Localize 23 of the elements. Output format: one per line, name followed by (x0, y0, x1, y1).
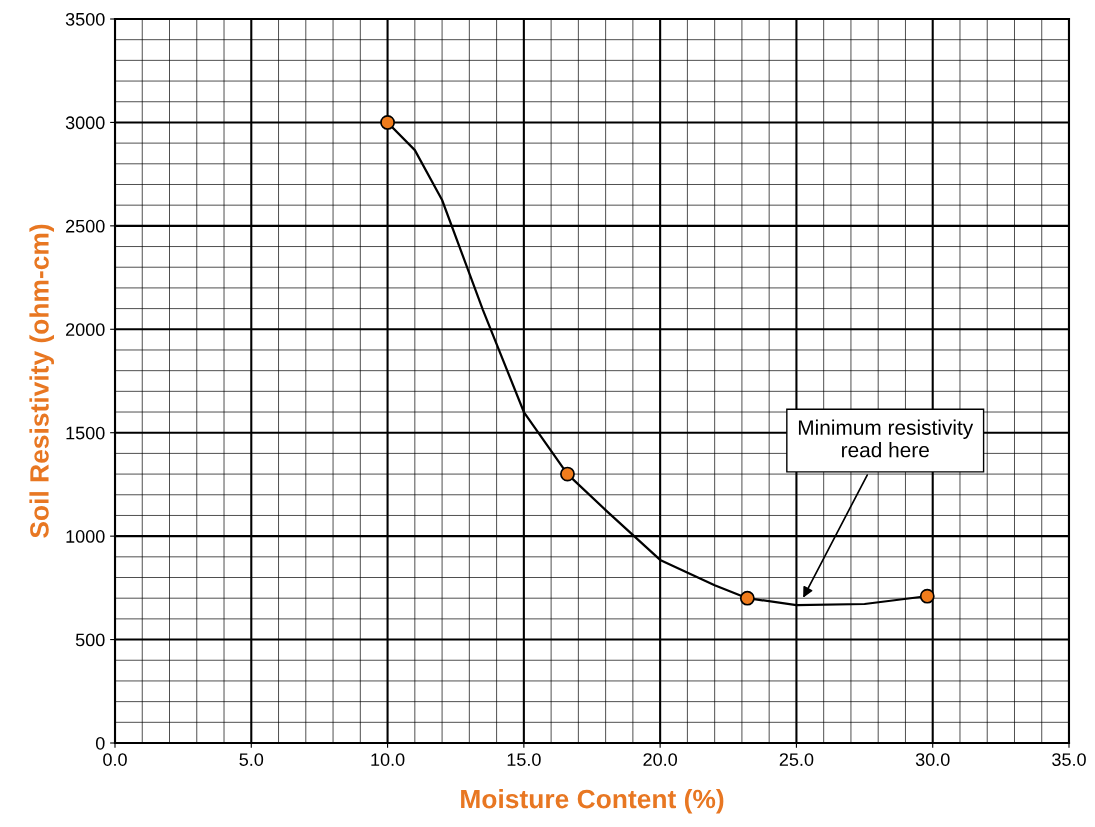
point (739, 590, 755, 606)
y-tick-label: 2500 (66, 219, 105, 233)
x-tick-label: 15.0 (507, 753, 541, 766)
point (380, 115, 395, 130)
annotation: Minimum resistivity read here (798, 419, 974, 458)
x-tick-label: 0.0 (103, 753, 127, 766)
y-tick-label: 0 (95, 736, 105, 750)
x-tick-label: 35.0 (1052, 753, 1086, 766)
x-tick-label: 25.0 (779, 753, 814, 766)
point (919, 588, 935, 604)
y-tick-label: 2000 (66, 323, 105, 337)
x-axis-title: Moisture Content (%) (461, 789, 724, 814)
point (560, 466, 575, 482)
y-tick-label: 3500 (65, 12, 105, 26)
x-tick-label: 5.0 (239, 753, 264, 766)
x-tick-label: 10.0 (371, 753, 405, 766)
x-tick-label: 20.0 (643, 753, 678, 766)
y-tick-label: 1500 (66, 426, 105, 440)
y-tick-label: 500 (75, 633, 105, 647)
x-tick-label: 30.0 (915, 753, 950, 766)
y-tick-label: 3000 (65, 116, 105, 130)
y-axis-title: Soil Resistivity (ohm-cm) (29, 224, 54, 538)
y-tick-label: 1000 (66, 530, 105, 543)
